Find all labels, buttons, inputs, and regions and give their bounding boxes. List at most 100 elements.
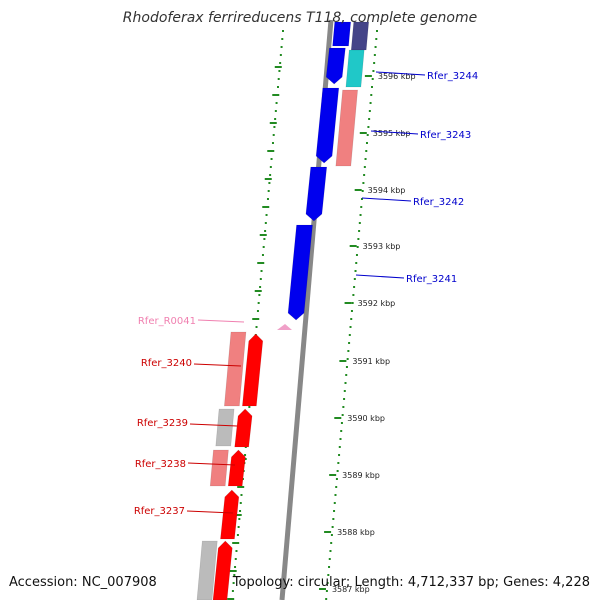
kbp-tick xyxy=(339,360,347,362)
kbp-label: 3593 kbp xyxy=(363,242,401,251)
tick-dot-right xyxy=(362,182,365,184)
kbp-label: 3592 kbp xyxy=(358,299,396,308)
kbp-tick xyxy=(334,417,342,419)
tick-dot-right xyxy=(363,174,366,176)
tick-marks: 3596 kbp 3595 kbp 3594 kbp 3593 kbp 3592 kbp… xyxy=(227,30,416,600)
tick-dot-left xyxy=(268,182,271,184)
tick-dot-left xyxy=(234,558,237,560)
tick-dot-left xyxy=(280,46,283,48)
tick-dot-left xyxy=(278,70,281,72)
tick-dot-right xyxy=(350,318,353,320)
tick-dot-left xyxy=(265,214,268,216)
tick-dot-right xyxy=(360,206,363,208)
tick-dot-right xyxy=(367,126,370,128)
tick-dot-right xyxy=(374,46,377,48)
tick-dot-right xyxy=(355,254,358,256)
gene-label-rfer_3239: Rfer_3239 xyxy=(137,418,188,429)
tick-dash-left xyxy=(262,206,270,208)
tick-dot-right xyxy=(353,278,356,280)
leader-line xyxy=(375,71,426,76)
gene-arrow-3240 xyxy=(242,333,264,407)
tick-dot-right xyxy=(331,526,334,528)
tick-dot-right xyxy=(333,510,336,512)
tick-dot-left xyxy=(256,310,259,312)
kbp-label: 3588 kbp xyxy=(337,528,375,537)
tick-dot-right xyxy=(339,438,342,440)
kbp-tick xyxy=(329,474,337,476)
topology-value: circular xyxy=(297,575,346,590)
tick-dot-right xyxy=(332,518,335,520)
tick-dash-left xyxy=(272,94,280,96)
genes-label: Genes: xyxy=(503,575,549,590)
leader-line xyxy=(193,363,242,367)
tick-dot-right xyxy=(326,582,329,584)
tick-dash-left xyxy=(227,598,235,600)
tick-dot-left xyxy=(270,158,273,160)
gene-label-rfer_r0041: Rfer_R0041 xyxy=(138,316,196,327)
leader-line xyxy=(189,423,238,427)
tick-dot-left xyxy=(281,38,284,40)
tick-dot-right xyxy=(370,86,373,88)
gene-features xyxy=(196,21,370,600)
tick-dot-right xyxy=(337,462,340,464)
kbp-label: 3590 kbp xyxy=(347,414,385,423)
leader-line xyxy=(187,462,236,466)
tick-dot-right xyxy=(357,238,360,240)
tick-dot-right xyxy=(355,262,358,264)
tick-dot-right xyxy=(353,286,356,288)
map-title: Rhodoferax ferrireducens T118, complete … xyxy=(122,10,478,26)
tick-dot-left xyxy=(259,286,262,288)
gene-block-3244 xyxy=(345,49,365,88)
tick-dot-left xyxy=(264,230,267,232)
leader-line xyxy=(197,319,245,323)
tick-dash-left xyxy=(264,178,272,180)
accession-value: NC_007908 xyxy=(81,575,157,590)
tick-dot-right xyxy=(343,398,346,400)
tick-dash-left xyxy=(267,150,275,152)
tick-dot-right xyxy=(330,542,333,544)
tick-dot-right xyxy=(365,142,368,144)
tick-dot-right xyxy=(327,574,330,576)
tick-dot-right xyxy=(375,38,378,40)
tick-dot-right xyxy=(350,310,353,312)
tick-dot-left xyxy=(234,566,237,568)
gene-arrow-3237 xyxy=(220,489,240,540)
tick-dot-left xyxy=(272,134,275,136)
kbp-label: 3587 kbp xyxy=(332,585,370,594)
tick-dot-right xyxy=(360,198,363,200)
tick-dot-right xyxy=(361,190,364,192)
tick-dot-left xyxy=(258,294,261,296)
tick-dash-left xyxy=(269,122,277,124)
tick-dash-left xyxy=(229,570,237,572)
tick-dot-right xyxy=(359,214,362,216)
tick-dot-left xyxy=(239,510,242,512)
tick-dot-left xyxy=(274,110,277,112)
gene-label-rfer_3243: Rfer_3243 xyxy=(420,130,471,141)
leader-line xyxy=(186,510,234,514)
tick-dot-right xyxy=(328,566,331,568)
accession-label: Accession: xyxy=(9,575,78,590)
tick-dash-left xyxy=(274,66,282,68)
gray-feature xyxy=(215,408,235,447)
gene-label-rfer_3237: Rfer_3237 xyxy=(134,506,185,517)
tick-dot-right xyxy=(343,390,346,392)
tick-dot-left xyxy=(235,550,238,552)
tick-dot-right xyxy=(340,430,343,432)
kbp-tick xyxy=(359,132,367,134)
gene-label-rfer_3242: Rfer_3242 xyxy=(413,197,464,208)
kbp-label: 3595 kbp xyxy=(373,129,411,138)
tick-dot-right xyxy=(365,150,368,152)
gene-block-3243-light xyxy=(335,89,358,167)
tick-dot-right xyxy=(372,70,375,72)
tick-dot-right xyxy=(364,158,367,160)
tick-dot-left xyxy=(232,582,235,584)
leader-line xyxy=(355,274,405,279)
rna-marker-r0041 xyxy=(277,324,292,330)
tick-dot-right xyxy=(368,118,371,120)
tick-dot-left xyxy=(271,142,274,144)
tick-dot-left xyxy=(279,62,282,64)
tick-dot-left xyxy=(267,190,270,192)
kbp-tick xyxy=(349,245,357,247)
gene-label-rfer_3240: Rfer_3240 xyxy=(141,358,192,369)
tick-dot-right xyxy=(370,94,373,96)
